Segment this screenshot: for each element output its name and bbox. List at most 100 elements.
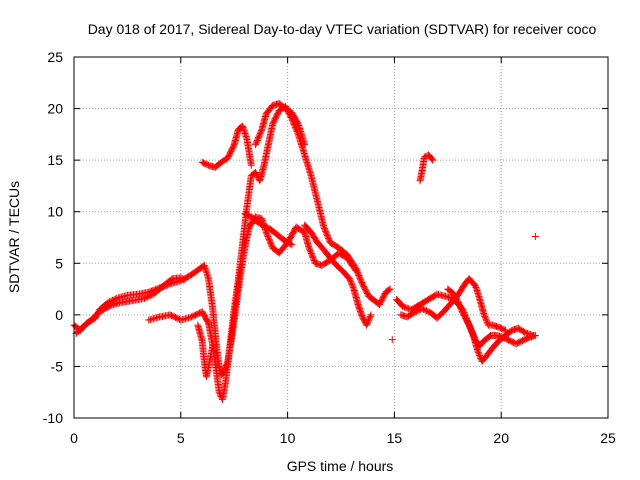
data-point bbox=[418, 305, 426, 313]
data-point bbox=[349, 284, 357, 292]
data-point bbox=[476, 351, 484, 359]
data-point bbox=[422, 307, 430, 315]
data-point bbox=[466, 323, 474, 331]
data-point bbox=[455, 300, 463, 308]
series-arc-l bbox=[444, 285, 537, 365]
data-point bbox=[367, 311, 375, 319]
data-point bbox=[500, 326, 508, 334]
data-point bbox=[366, 312, 374, 320]
data-point bbox=[424, 307, 432, 315]
data-point bbox=[177, 274, 185, 282]
axis-ticks: 0 5 10 15 20 25 -10 -5 0 5 10 15 20 25 bbox=[43, 49, 616, 446]
data-point bbox=[457, 304, 465, 312]
data-point bbox=[108, 296, 116, 304]
data-point bbox=[454, 297, 462, 305]
data-point bbox=[468, 329, 476, 337]
y-tick-label: -5 bbox=[51, 358, 64, 374]
data-point bbox=[410, 309, 418, 317]
data-point bbox=[421, 306, 429, 314]
data-point bbox=[178, 274, 186, 282]
data-point bbox=[420, 153, 428, 161]
data-point bbox=[110, 296, 118, 304]
series-arc-c bbox=[145, 103, 394, 403]
data-point bbox=[105, 302, 113, 310]
chart-title: Day 018 of 2017, Sidereal Day-to-day VTE… bbox=[88, 21, 597, 37]
data-point bbox=[385, 286, 393, 294]
data-point bbox=[288, 241, 296, 249]
data-point bbox=[388, 336, 396, 344]
data-point bbox=[456, 301, 464, 309]
data-point bbox=[529, 331, 537, 339]
series-arc-e bbox=[252, 99, 309, 149]
y-tick-label: 15 bbox=[47, 152, 63, 168]
data-point bbox=[481, 312, 489, 320]
data-point bbox=[301, 141, 309, 149]
y-tick-label: 25 bbox=[47, 49, 63, 65]
data-point bbox=[456, 303, 464, 311]
series-arc-k bbox=[397, 275, 509, 334]
y-tick-label: -10 bbox=[43, 410, 63, 426]
data-point bbox=[347, 279, 355, 287]
data-point bbox=[458, 306, 466, 314]
data-point bbox=[366, 314, 374, 322]
series-arc-h bbox=[194, 321, 217, 381]
data-point bbox=[474, 347, 482, 355]
data-point bbox=[521, 328, 529, 336]
series-arc-i bbox=[416, 151, 437, 185]
data-point bbox=[402, 304, 410, 312]
x-tick-label: 20 bbox=[493, 430, 509, 446]
series-isolated bbox=[388, 232, 539, 344]
plot-frame bbox=[73, 56, 609, 419]
data-point bbox=[347, 278, 355, 286]
data-point bbox=[140, 294, 148, 302]
data-point bbox=[414, 307, 422, 315]
data-point bbox=[482, 315, 490, 323]
data-point bbox=[524, 329, 532, 337]
data-point bbox=[443, 293, 451, 301]
x-tick-label: 10 bbox=[280, 430, 296, 446]
grid bbox=[74, 57, 608, 418]
data-point bbox=[469, 330, 477, 338]
data-point bbox=[468, 327, 476, 335]
data-point bbox=[209, 342, 217, 350]
data-point bbox=[458, 307, 466, 315]
x-tick-label: 5 bbox=[177, 430, 185, 446]
y-tick-label: 5 bbox=[55, 255, 63, 271]
y-tick-label: 10 bbox=[47, 204, 63, 220]
data-point bbox=[525, 330, 533, 338]
data-point bbox=[181, 276, 189, 284]
data-point bbox=[349, 282, 357, 290]
data-point bbox=[143, 293, 151, 301]
data-point bbox=[464, 320, 472, 328]
series-arc-b bbox=[72, 274, 189, 337]
data-point bbox=[465, 321, 473, 329]
data-point bbox=[346, 275, 354, 283]
data-point bbox=[364, 318, 372, 326]
series-arc-f bbox=[241, 210, 296, 249]
data-point bbox=[480, 311, 488, 319]
y-tick-label: 20 bbox=[47, 101, 63, 117]
data-point bbox=[442, 292, 450, 300]
data-point bbox=[399, 303, 407, 311]
data-point bbox=[475, 350, 483, 358]
data-point bbox=[531, 232, 539, 240]
data-point bbox=[466, 324, 474, 332]
data-point bbox=[180, 275, 188, 283]
data-point bbox=[483, 317, 491, 325]
data-point bbox=[386, 285, 394, 293]
data-series bbox=[70, 99, 539, 403]
y-tick-label: 0 bbox=[55, 307, 63, 323]
x-tick-label: 15 bbox=[387, 430, 403, 446]
data-point bbox=[481, 314, 489, 322]
data-point bbox=[287, 240, 295, 248]
series-arc-d bbox=[198, 122, 255, 171]
data-point bbox=[348, 281, 356, 289]
data-point bbox=[363, 320, 371, 328]
data-point bbox=[474, 348, 482, 356]
x-tick-label: 25 bbox=[600, 430, 616, 446]
data-point bbox=[107, 297, 115, 305]
data-point bbox=[400, 303, 408, 311]
data-point bbox=[364, 317, 372, 325]
y-axis-label: SDTVAR / TECUs bbox=[6, 181, 22, 293]
